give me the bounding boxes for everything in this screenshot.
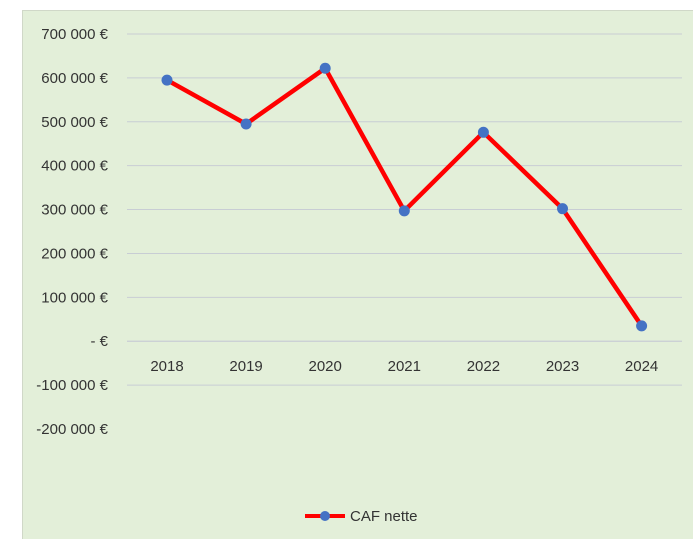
x-tick-label: 2019 [229,358,262,375]
legend-marker-swatch [320,511,330,521]
y-tick-label: 300 000 € [41,202,108,219]
y-tick-label: 700 000 € [41,26,108,43]
data-point [636,320,648,332]
y-tick-label: - € [90,333,108,350]
data-point [319,62,331,74]
y-axis-tick-labels: 700 000 € 600 000 € 500 000 € 400 000 € 300 … [36,26,108,438]
legend-label: CAF nette [350,508,418,525]
y-tick-label: 100 000 € [41,289,108,306]
y-tick-label: 200 000 € [41,245,108,262]
gridlines [127,33,682,386]
x-tick-label: 2024 [625,358,658,375]
x-tick-label: 2023 [546,358,579,375]
x-tick-label: 2021 [388,358,421,375]
series-line [164,65,644,329]
y-tick-label: 600 000 € [41,70,108,87]
data-point [557,203,568,215]
data-point [477,126,489,138]
data-point [161,74,173,86]
y-tick-label: 400 000 € [41,158,108,175]
chart-area [22,10,693,539]
series-layer [161,62,648,332]
data-point [240,118,252,130]
y-tick-label: -100 000 € [36,377,108,394]
x-tick-label: 2022 [467,358,500,375]
x-tick-label: 2018 [150,358,183,375]
data-point [398,205,410,217]
x-axis-tick-labels: 2018 2019 2020 2021 2022 2023 2024 [150,358,658,375]
x-tick-label: 2020 [309,358,342,375]
legend: CAF nette [305,508,418,525]
y-tick-label: 500 000 € [41,114,108,131]
y-tick-label: -200 000 € [36,421,108,438]
